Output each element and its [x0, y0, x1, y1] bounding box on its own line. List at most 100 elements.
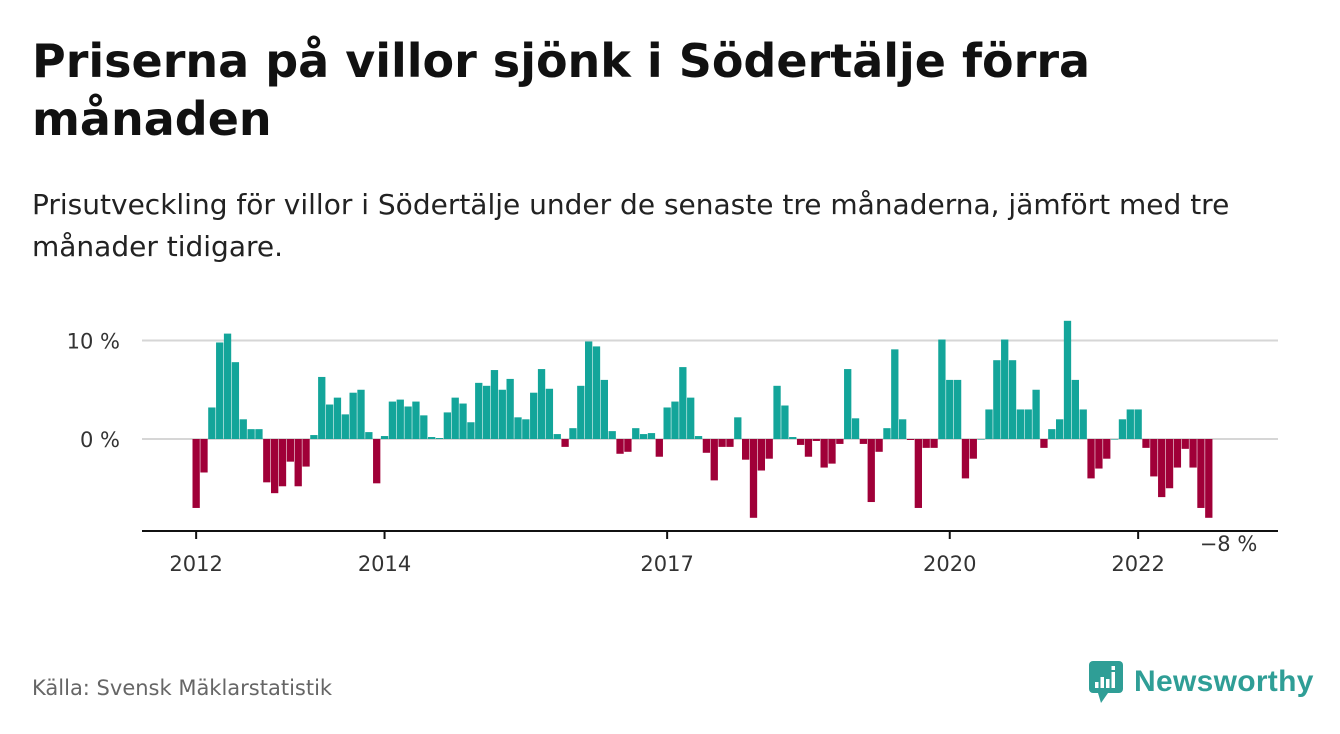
x-tick-label: 2017 [640, 552, 693, 576]
bar [867, 439, 875, 503]
bar [1181, 439, 1189, 449]
bar [271, 439, 279, 494]
bar [341, 414, 349, 439]
bar [1016, 409, 1025, 439]
bar [851, 418, 860, 439]
bar [1126, 409, 1134, 439]
bar [671, 401, 679, 439]
bar [1063, 320, 1072, 439]
x-tick-label: 2022 [1111, 552, 1164, 576]
bar [1024, 409, 1032, 439]
bar [804, 439, 813, 457]
bar [961, 439, 970, 479]
bar [1205, 439, 1213, 518]
bar [420, 415, 428, 439]
bar [632, 428, 640, 439]
bar [1142, 439, 1150, 448]
x-tick-label: 2020 [923, 552, 976, 576]
bar [899, 419, 907, 439]
bar [875, 439, 883, 452]
bar [1032, 389, 1040, 439]
bar [498, 389, 506, 439]
bar [365, 432, 373, 439]
bar [639, 434, 648, 439]
bar [192, 439, 200, 508]
bar [749, 439, 758, 518]
bar [545, 388, 554, 439]
bar [577, 385, 585, 439]
bar [1001, 339, 1009, 439]
brand-logo: Newsworthy [1088, 660, 1314, 704]
x-tick-label: 2014 [358, 552, 411, 576]
bar [490, 370, 499, 439]
axis-layer: 10 % 0 % 2012 2014 2017 2020 2022 −8 % [67, 330, 1278, 576]
bar [891, 349, 899, 439]
last-value-label: −8 % [1200, 532, 1258, 556]
bar [781, 405, 789, 439]
x-tick-label: 2012 [169, 552, 222, 576]
bar [694, 436, 703, 439]
chart-subtitle: Prisutveckling för villor i Södertälje u… [32, 188, 1230, 263]
bar [278, 439, 287, 487]
bar [1079, 409, 1087, 439]
bar [718, 439, 726, 447]
chart-title: Priserna på villor sjönk i Södertälje fö… [32, 34, 1091, 146]
bar [223, 333, 232, 439]
bar [679, 367, 687, 439]
bar [475, 382, 483, 439]
bar [263, 439, 271, 483]
bar [789, 437, 797, 439]
bar [208, 407, 216, 439]
bar [467, 422, 475, 439]
bar [922, 439, 930, 448]
bar [412, 401, 420, 439]
bar [239, 419, 247, 439]
bar [1173, 439, 1182, 468]
bar [1134, 409, 1142, 439]
bar [1189, 439, 1197, 468]
bar [530, 392, 538, 439]
bar [702, 439, 711, 453]
bar [443, 412, 451, 439]
bar [349, 392, 357, 439]
bar [216, 342, 224, 439]
bar [1158, 439, 1166, 498]
y-tick-label: 10 % [67, 330, 120, 354]
y-tick-label: 0 % [80, 428, 120, 452]
bar [953, 379, 962, 439]
bar [977, 439, 985, 440]
grid-layer [142, 339, 1278, 440]
bar [1095, 439, 1103, 469]
bar [734, 417, 742, 439]
bar [459, 403, 467, 439]
bar [1110, 439, 1119, 440]
bar [883, 428, 891, 439]
bar [435, 438, 444, 439]
bar [687, 397, 695, 439]
bar [710, 439, 718, 481]
bar [985, 409, 993, 439]
bar [820, 439, 828, 468]
bar [828, 439, 836, 464]
bar [1040, 439, 1048, 448]
bar [616, 439, 624, 454]
bar [325, 404, 334, 439]
bar [428, 437, 436, 439]
bar [757, 439, 765, 471]
bar [773, 385, 781, 439]
bar [1048, 429, 1056, 439]
bar [930, 439, 938, 448]
bar [765, 439, 773, 459]
bar [608, 431, 616, 439]
bar [286, 439, 294, 462]
bar [1165, 439, 1174, 489]
bar [969, 439, 977, 459]
bar [388, 401, 397, 439]
bar [624, 439, 632, 452]
bar [914, 439, 922, 508]
source-note: Källa: Svensk Mäklarstatistik [32, 676, 333, 700]
bar [726, 439, 734, 447]
bar [742, 439, 750, 460]
bar [404, 406, 412, 439]
bar [906, 439, 915, 440]
